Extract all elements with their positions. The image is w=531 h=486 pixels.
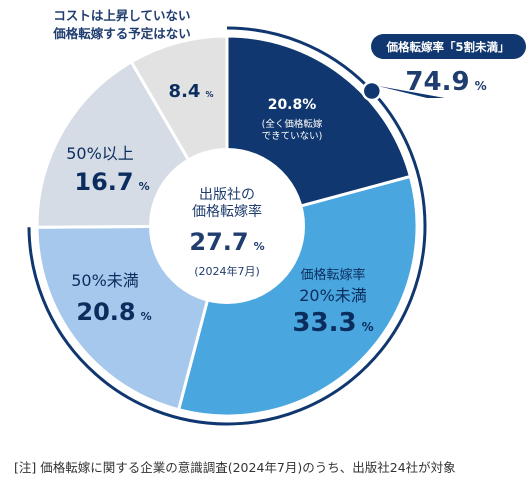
callout-value: 74.9%: [405, 67, 486, 97]
slice-1-label-1: 価格転嫁率: [300, 267, 365, 283]
center-hole: [149, 148, 305, 304]
slice-3-value: 16.7%: [74, 168, 149, 196]
slice-0-label: 20.8%: [268, 97, 317, 113]
slice-1-value: 33.3%: [292, 308, 373, 338]
callout-title: 価格転嫁率「5割未満」: [385, 40, 509, 54]
outside-label-2: 価格転嫁する予定はない: [52, 26, 191, 41]
slice-3-label: 50%以上: [66, 144, 134, 163]
center-title-1: 出版社の: [199, 187, 255, 203]
center-note: (2024年7月): [194, 264, 260, 278]
footnote: [注] 価格転嫁に関する企業の意識調査(2024年7月)のうち、出版社24社が対…: [14, 460, 456, 475]
callout-pointer: [377, 85, 445, 98]
slice-1-label-2: 20%未満: [299, 286, 367, 305]
slice-2-value: 20.8%: [76, 298, 151, 326]
slice-4-value: 8.4%: [169, 81, 214, 102]
slice-0-sublabel-2: できていない): [262, 131, 323, 142]
outside-label-1: コストは上昇していない: [53, 8, 190, 23]
highlight-dot: [361, 80, 383, 102]
center-value: 27.7%: [189, 228, 264, 256]
center-title-2: 価格転嫁率: [192, 203, 262, 220]
slice-2-label: 50%未満: [71, 271, 139, 290]
slice-0-sublabel-1: (全く価格転嫁: [262, 118, 323, 130]
highlight-arc: [27, 26, 427, 426]
callout-box: [371, 34, 526, 59]
